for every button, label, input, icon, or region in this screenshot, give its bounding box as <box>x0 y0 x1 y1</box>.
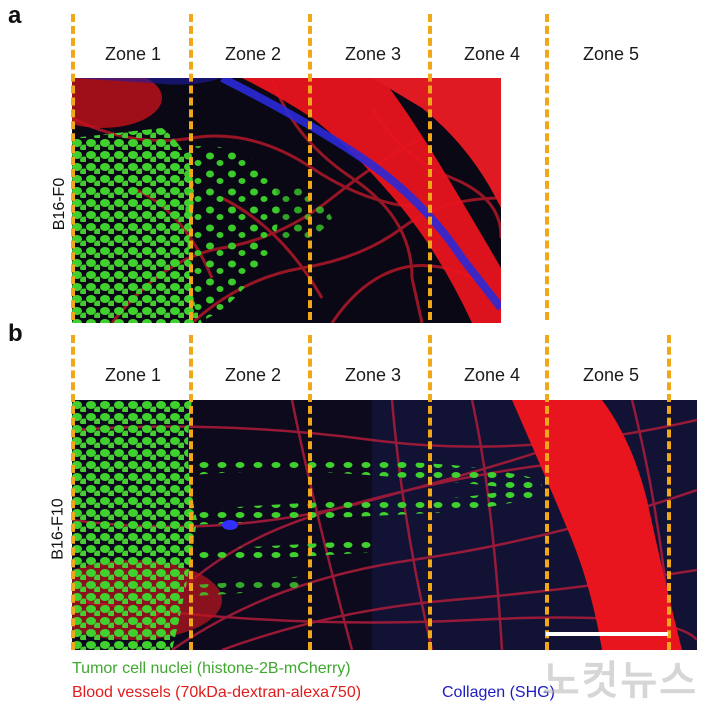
panel-a-zone-1-label: Zone 1 <box>104 44 162 64</box>
panel-b-divider-3 <box>308 335 312 650</box>
panel-a-divider-2 <box>189 14 193 320</box>
panel-a-divider-5 <box>545 14 549 320</box>
panel-b-zone-4-label: Zone 4 <box>463 365 521 385</box>
panel-b-microscopy-image <box>72 400 697 650</box>
panel-b-divider-6 <box>667 335 671 650</box>
watermark-logo: 노컷뉴스 <box>542 659 698 703</box>
legend-collagen: Collagen (SHG) <box>442 684 555 701</box>
panel-a-row-label: B16-F0 <box>51 177 69 231</box>
panel-a-microscopy-image <box>72 78 501 323</box>
panel-a-letter: a <box>8 2 22 29</box>
panel-b-letter: b <box>8 320 23 347</box>
panel-a-divider-4 <box>428 14 432 320</box>
legend-blood-vessels: Blood vessels (70kDa-dextran-alexa750) <box>72 684 362 701</box>
panel-b-divider-4 <box>428 335 432 650</box>
panel-b-divider-5 <box>545 335 549 650</box>
panel-a-zone-2-label: Zone 2 <box>224 44 282 64</box>
panel-a-divider-1 <box>71 14 75 320</box>
panel-b-zone-3-label: Zone 3 <box>344 365 402 385</box>
panel-b-divider-2 <box>189 335 193 650</box>
panel-a-divider-3 <box>308 14 312 320</box>
panel-b-zone-1-label: Zone 1 <box>104 365 162 385</box>
panel-b-divider-1 <box>71 335 75 650</box>
panel-a-zone-5-label: Zone 5 <box>582 44 640 64</box>
scale-bar <box>546 632 668 636</box>
panel-b-row-label: B16-F10 <box>49 498 67 560</box>
legend-tumor-nuclei: Tumor cell nuclei (histone-2B-mCherry) <box>72 660 351 677</box>
panel-a-zone-3-label: Zone 3 <box>344 44 402 64</box>
panel-b-zone-5-label: Zone 5 <box>582 365 640 385</box>
panel-b-zone-2-label: Zone 2 <box>224 365 282 385</box>
panel-a-zone-4-label: Zone 4 <box>463 44 521 64</box>
